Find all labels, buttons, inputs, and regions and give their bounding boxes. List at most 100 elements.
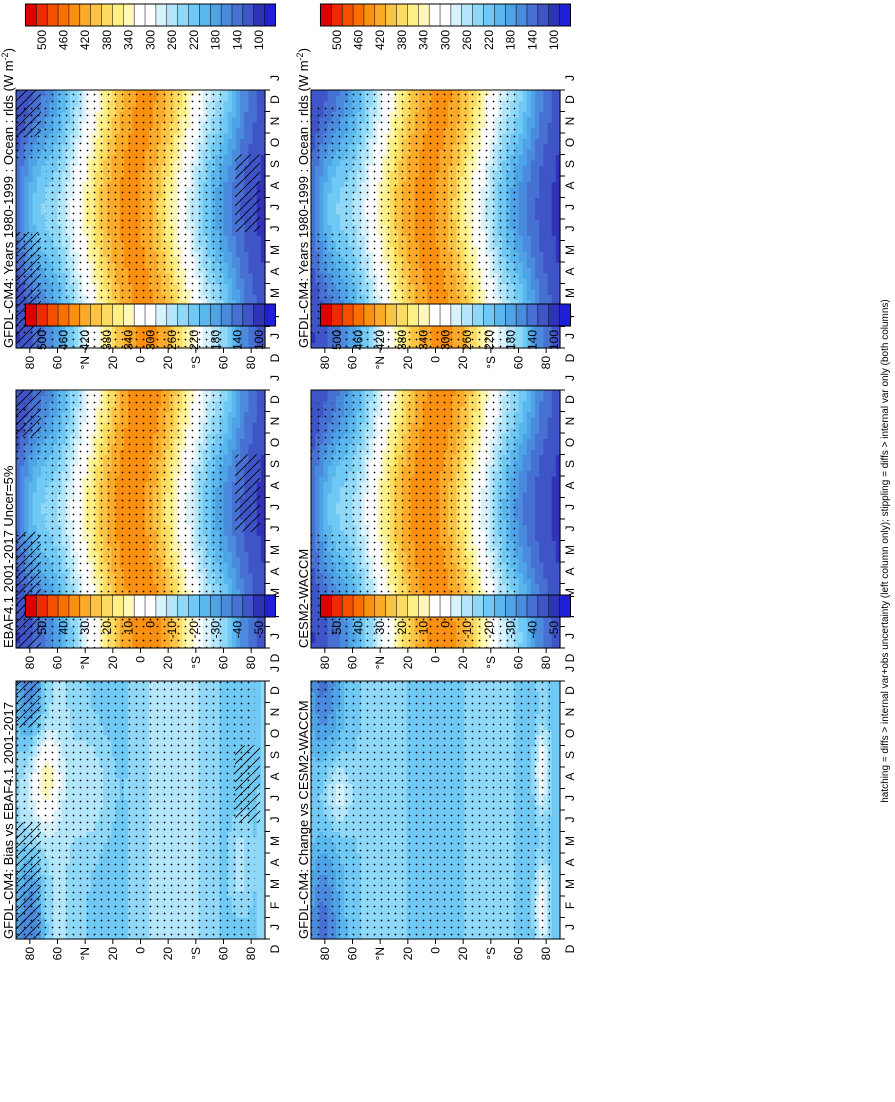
heatmap-cell: [231, 492, 237, 499]
heatmap-cell: [227, 486, 233, 493]
heatmap-cell: [248, 256, 254, 263]
heatmap-cell: [231, 133, 237, 139]
hatching-region: [16, 231, 41, 348]
month-tick-label: M: [268, 288, 282, 298]
heatmap-cell: [223, 170, 229, 177]
heatmap-cell: [24, 492, 30, 499]
colorbar-swatch: [155, 3, 168, 27]
heatmap-cell: [260, 578, 266, 585]
heatmap-cell: [252, 637, 258, 644]
heatmap-cell: [235, 272, 241, 279]
heatmap-cell: [260, 572, 266, 579]
heatmap-cell: [16, 486, 21, 493]
heatmap-cell: [32, 524, 38, 531]
heatmap-cell: [252, 540, 258, 547]
heatmap-cell: [20, 165, 25, 172]
heatmap-cell: [20, 186, 25, 193]
heatmap-cell: [231, 562, 237, 568]
month-tick-label: D: [268, 353, 282, 362]
heatmap-cell: [32, 181, 38, 188]
heatmap-cell: [248, 342, 254, 349]
heatmap-cell: [248, 615, 254, 622]
heatmap-cell: [227, 470, 233, 477]
heatmap-cell: [223, 256, 229, 263]
heatmap-cell: [248, 111, 254, 118]
heatmap-cell: [248, 583, 254, 590]
heatmap-cell: [235, 583, 241, 590]
heatmap-cell: [260, 481, 266, 488]
heatmap-cell: [227, 262, 233, 268]
heatmap-cell: [256, 122, 262, 129]
heatmap-cell: [231, 245, 237, 252]
heatmap-cell: [227, 337, 233, 344]
heatmap-cell: [260, 170, 266, 177]
heatmap-cell: [20, 470, 25, 477]
heatmap-cell: [227, 519, 233, 525]
colorbar-label: 420: [78, 30, 92, 50]
heatmap-cell: [223, 470, 229, 477]
heatmap-cell: [40, 470, 46, 477]
heatmap-cell: [256, 626, 262, 633]
panel-title-main: GFDL-CM4: Years 1980-1999 : Ocean : rlds…: [1, 60, 16, 348]
heatmap-cell: [36, 186, 42, 193]
heatmap-cell: [223, 642, 229, 649]
heatmap-cell: [248, 337, 254, 344]
heatmap-cell: [231, 267, 237, 274]
heatmap-cell: [256, 229, 262, 236]
heatmap-cell: [260, 283, 266, 290]
month-tick-label: S: [268, 160, 282, 168]
colorbar-swatch: [133, 3, 146, 27]
heatmap-cell: [248, 621, 254, 628]
heatmap-cell: [235, 262, 241, 268]
heatmap-cell: [256, 267, 262, 274]
heatmap-cell: [252, 122, 258, 129]
heatmap-cell: [248, 251, 254, 258]
heatmap-cell: [16, 519, 21, 525]
heatmap-cell: [235, 621, 241, 628]
heatmap-cell: [24, 476, 30, 482]
heatmap-cell: [240, 540, 245, 547]
heatmap-cell: [40, 637, 46, 644]
heatmap-cell: [244, 245, 249, 252]
heatmap-cell: [235, 90, 241, 96]
heatmap-cell: [40, 95, 46, 102]
heatmap-cell: [24, 219, 30, 225]
heatmap-cell: [240, 631, 245, 638]
heatmap-cell: [252, 267, 258, 274]
heatmap-cell: [260, 224, 266, 231]
colorbar-label: 140: [230, 30, 244, 50]
heatmap-cell: [20, 159, 25, 166]
heatmap-cell: [244, 535, 249, 542]
heatmap-cell: [256, 256, 262, 263]
heatmap-cell: [235, 588, 241, 595]
heatmap-cell: [256, 235, 262, 242]
heatmap-cell: [28, 202, 34, 209]
heatmap-cell: [231, 278, 237, 285]
heatmap-cell: [40, 159, 46, 166]
heatmap-cell: [227, 95, 233, 102]
heatmap-cell: [227, 90, 233, 96]
colorbar-label: 500: [35, 30, 49, 50]
heatmap-cell: [227, 326, 233, 333]
heatmap-cell: [252, 578, 258, 585]
heatmap-cell: [252, 583, 258, 590]
heatmap-cell: [260, 90, 266, 96]
heatmap-cell: [235, 642, 241, 649]
heatmap-cell: [16, 213, 21, 220]
colorbar-label: 340: [122, 30, 136, 50]
heatmap-cell: [260, 476, 266, 482]
heatmap-cell: [40, 502, 46, 509]
heatmap-cell: [227, 208, 233, 215]
heatmap-cell: [235, 294, 241, 301]
colorbar-swatch: [264, 3, 277, 27]
heatmap-cell: [227, 497, 233, 504]
heatmap-cell: [235, 342, 241, 349]
heatmap-cell: [40, 208, 46, 215]
heatmap-cell: [248, 272, 254, 279]
heatmap-cell: [248, 106, 254, 113]
heatmap-cell: [240, 106, 245, 113]
lat-tick-label: 20: [161, 356, 175, 370]
heatmap-cell: [231, 272, 237, 279]
heatmap-cell: [256, 240, 262, 247]
